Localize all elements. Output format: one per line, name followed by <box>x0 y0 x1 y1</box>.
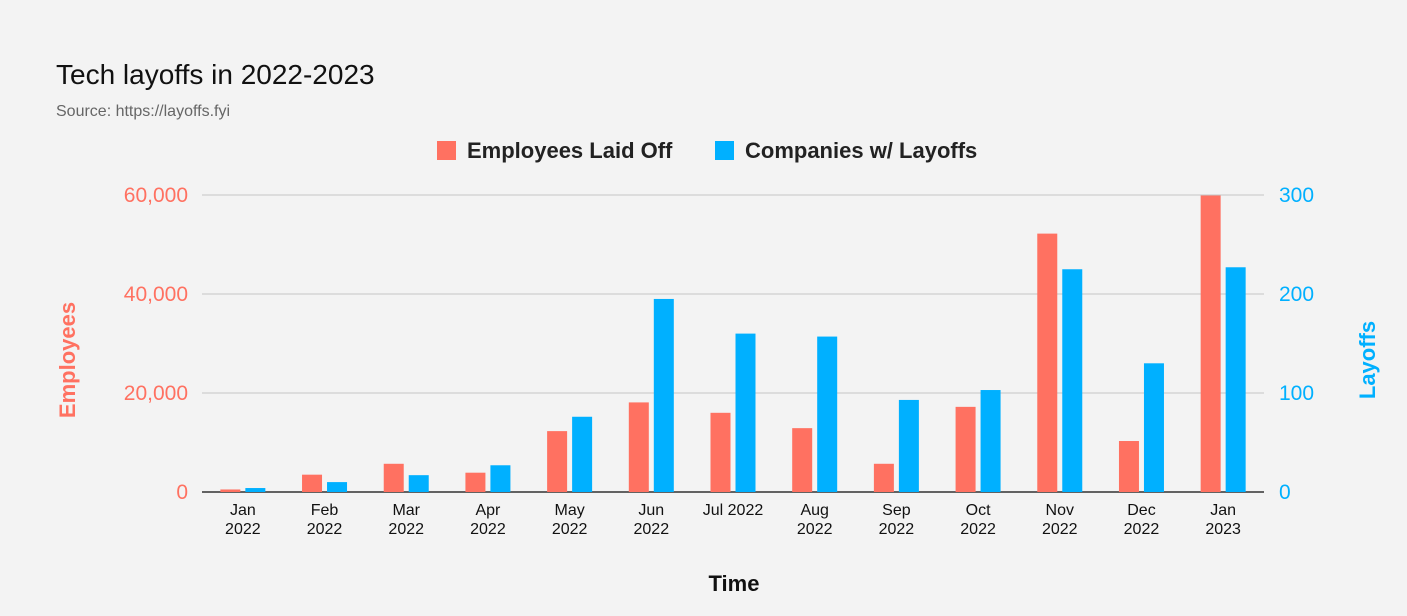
category-label: 2022 <box>307 521 343 538</box>
category-label: Apr <box>475 502 501 519</box>
bar-companies-with-layoffs <box>1225 267 1246 492</box>
bar-companies-with-layoffs <box>1143 363 1164 492</box>
bar-companies-with-layoffs <box>490 465 511 492</box>
right-tick-label: 0 <box>1279 481 1291 504</box>
category-label: Nov <box>1046 502 1074 519</box>
category-label: Oct <box>966 502 991 519</box>
bar-employees-laid-off <box>873 463 894 492</box>
legend-label-employees: Employees Laid Off <box>467 138 673 163</box>
bar-companies-with-layoffs <box>817 336 838 492</box>
bar-employees-laid-off <box>547 431 568 492</box>
bar-employees-laid-off <box>1037 233 1058 493</box>
left-tick-label: 0 <box>176 481 188 504</box>
bar-companies-with-layoffs <box>1062 269 1083 492</box>
left-tick-label: 40,000 <box>124 283 188 306</box>
category-label: 2022 <box>1042 521 1078 538</box>
left-tick-label: 20,000 <box>124 382 188 405</box>
chart-subtitle: Source: https://layoffs.fyi <box>56 103 230 120</box>
category-label: Jan <box>1210 502 1236 519</box>
bar-employees-laid-off <box>792 428 813 492</box>
category-label: 2022 <box>634 521 670 538</box>
bar-companies-with-layoffs <box>653 298 674 492</box>
bar-employees-laid-off <box>465 472 486 492</box>
bar-employees-laid-off <box>710 412 731 492</box>
category-label: 2022 <box>225 521 261 538</box>
category-label: May <box>554 502 584 519</box>
category-label: 2022 <box>879 521 915 538</box>
category-labels: Jan 2022 Feb 2022 Mar 2022 Apr 2022 May 2022 Jun 20… <box>225 502 1241 538</box>
bar-employees-laid-off <box>302 474 323 492</box>
y-axis-label-left: Employees <box>55 302 80 418</box>
category-label: Mar <box>392 502 420 519</box>
bar-companies-with-layoffs <box>572 416 593 492</box>
bar-companies-with-layoffs <box>980 390 1001 492</box>
category-label: 2022 <box>797 521 833 538</box>
category-label: Jun <box>638 502 664 519</box>
category-label: Dec <box>1127 502 1155 519</box>
bar-companies-with-layoffs <box>245 488 266 492</box>
category-label: Aug <box>800 502 828 519</box>
right-tick-label: 200 <box>1279 283 1314 306</box>
right-tick-label: 100 <box>1279 382 1314 405</box>
bar-employees-laid-off <box>1200 195 1221 492</box>
bar-companies-with-layoffs <box>898 399 919 492</box>
left-tick-label: 60,000 <box>124 184 188 207</box>
bar-employees-laid-off <box>220 489 241 492</box>
bar-employees-laid-off <box>955 406 976 492</box>
bar-companies-with-layoffs <box>735 333 756 492</box>
legend-label-companies: Companies w/ Layoffs <box>745 138 977 163</box>
bar-employees-laid-off <box>383 463 404 492</box>
y-axis-label-right: Layoffs <box>1355 321 1380 399</box>
category-label: Feb <box>311 502 339 519</box>
category-label: Sep <box>882 502 911 519</box>
category-label: 2023 <box>1205 521 1241 538</box>
x-axis-label: Time <box>709 571 760 596</box>
bar-employees-laid-off <box>1118 441 1139 492</box>
legend: Employees Laid Off Companies w/ Layoffs <box>437 138 977 163</box>
legend-swatch-employees <box>437 141 456 160</box>
category-label: Jan <box>230 502 256 519</box>
category-label: 2022 <box>470 521 506 538</box>
bar-companies-with-layoffs <box>408 475 429 492</box>
category-label: 2022 <box>388 521 424 538</box>
category-label: 2022 <box>960 521 996 538</box>
bars <box>220 195 1246 493</box>
bar-employees-laid-off <box>628 402 649 492</box>
gridlines <box>202 194 1264 493</box>
right-axis-ticks: 0 100 200 300 <box>1279 184 1314 504</box>
bar-companies-with-layoffs <box>327 482 348 492</box>
category-label: Jul 2022 <box>703 502 764 519</box>
category-label: 2022 <box>1124 521 1160 538</box>
right-tick-label: 300 <box>1279 184 1314 207</box>
left-axis-ticks: 0 20,000 40,000 60,000 <box>124 184 188 504</box>
legend-swatch-companies <box>715 141 734 160</box>
chart-title: Tech layoffs in 2022-2023 <box>56 59 375 90</box>
category-label: 2022 <box>552 521 588 538</box>
